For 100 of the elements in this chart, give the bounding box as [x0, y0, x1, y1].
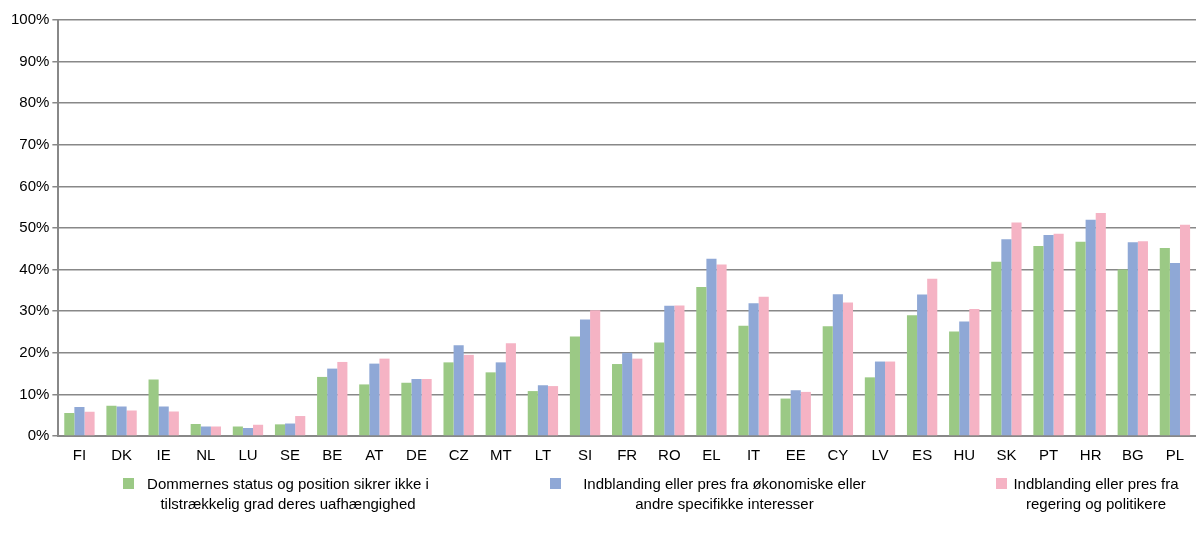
- y-tick-label: 60%: [19, 176, 50, 194]
- legend-label: Dommernes status og position sikrer ikke i tilstrækkelig grad deres uafhængighed: [146, 474, 430, 514]
- bar: [327, 368, 338, 436]
- x-tick-label: AT: [365, 446, 384, 464]
- x-tick-label: RO: [658, 446, 681, 464]
- bar: [401, 382, 412, 436]
- bar: [927, 278, 938, 436]
- bar: [1053, 233, 1064, 436]
- bar: [1075, 241, 1086, 436]
- bar: [800, 391, 811, 436]
- bar: [505, 343, 516, 436]
- bar: [991, 261, 1002, 436]
- bar: [369, 363, 380, 436]
- bar: [874, 361, 886, 436]
- bar: [547, 386, 559, 436]
- bar: [285, 423, 296, 436]
- bar: [1117, 269, 1128, 436]
- bar: [453, 345, 464, 436]
- bar: [959, 321, 970, 436]
- x-tick-label: DE: [406, 446, 427, 464]
- bar: [885, 361, 896, 436]
- bar: [527, 391, 538, 436]
- bar: [537, 385, 548, 436]
- y-tick-label: 10%: [19, 384, 50, 402]
- bar: [738, 325, 749, 436]
- bar: [337, 361, 348, 436]
- bar: [949, 331, 960, 436]
- bar: [1127, 242, 1138, 436]
- x-tick-label: LV: [871, 446, 889, 464]
- bar: [832, 294, 843, 436]
- bar: [463, 354, 474, 436]
- bar: [1001, 239, 1012, 436]
- y-tick-label: 100%: [10, 10, 50, 28]
- legend-label: Indblanding eller pres fra økonomiske eller andre specifikke interesser: [582, 474, 867, 514]
- y-tick-label: 30%: [19, 301, 50, 319]
- bar: [190, 423, 201, 436]
- x-tick-label: LT: [534, 446, 552, 464]
- bar: [790, 390, 801, 436]
- bar: [242, 428, 254, 436]
- x-tick-label: DK: [111, 446, 132, 464]
- x-tick-label: IE: [156, 446, 171, 464]
- y-tick-label: 70%: [19, 134, 50, 152]
- bar: [200, 426, 211, 436]
- bar: [758, 296, 769, 436]
- bar: [1095, 213, 1106, 436]
- bar: [674, 305, 685, 436]
- bar: [74, 406, 85, 436]
- bar: [64, 413, 75, 436]
- x-tick-label: CY: [827, 446, 849, 464]
- bar: [84, 411, 95, 436]
- x-tick-label: HU: [953, 446, 976, 464]
- x-tick-label: IT: [746, 446, 761, 464]
- bar: [748, 303, 759, 436]
- x-tick-label: PT: [1038, 446, 1059, 464]
- bar: [1033, 245, 1044, 436]
- x-tick-label: FI: [72, 446, 87, 464]
- bar: [274, 424, 286, 436]
- bar: [379, 358, 390, 436]
- bar: [1179, 224, 1191, 436]
- bar: [495, 362, 506, 436]
- bar: [716, 264, 727, 436]
- x-tick-label: SE: [280, 446, 301, 464]
- bar: [411, 379, 422, 436]
- x-tick-label: MT: [489, 446, 512, 464]
- x-tick-label: HR: [1079, 446, 1102, 464]
- x-tick-label: SI: [577, 446, 593, 464]
- bar: [317, 376, 328, 436]
- bar: [969, 309, 980, 436]
- bar: [253, 424, 264, 436]
- x-tick-label: EE: [785, 446, 806, 464]
- y-tick-label: 50%: [19, 218, 50, 236]
- bar: [864, 377, 875, 436]
- bar: [168, 411, 179, 436]
- bar: [116, 406, 127, 436]
- x-tick-label: LU: [238, 446, 258, 464]
- bar: [664, 305, 675, 436]
- bar: [106, 405, 117, 436]
- x-tick-label: BG: [1121, 446, 1144, 464]
- bar: [632, 358, 643, 436]
- bar: [590, 310, 601, 436]
- bar: [612, 364, 623, 436]
- bar: [822, 326, 833, 436]
- bar: [148, 379, 159, 436]
- bar: [1169, 262, 1180, 436]
- bar: [126, 410, 137, 436]
- bar: [917, 294, 928, 436]
- x-tick-label: SK: [996, 446, 1017, 464]
- bar: [1137, 241, 1148, 436]
- bar: [421, 379, 432, 436]
- bar: [906, 315, 918, 436]
- bar: [485, 372, 496, 436]
- bar: [232, 426, 243, 436]
- x-tick-label: PL: [1165, 446, 1185, 464]
- bar: [1011, 222, 1022, 436]
- bar: [443, 362, 454, 436]
- bar: [579, 319, 591, 436]
- x-tick-label: BE: [322, 446, 343, 464]
- bar: [1043, 235, 1054, 436]
- x-tick-label: ES: [912, 446, 933, 464]
- bar: [780, 398, 791, 436]
